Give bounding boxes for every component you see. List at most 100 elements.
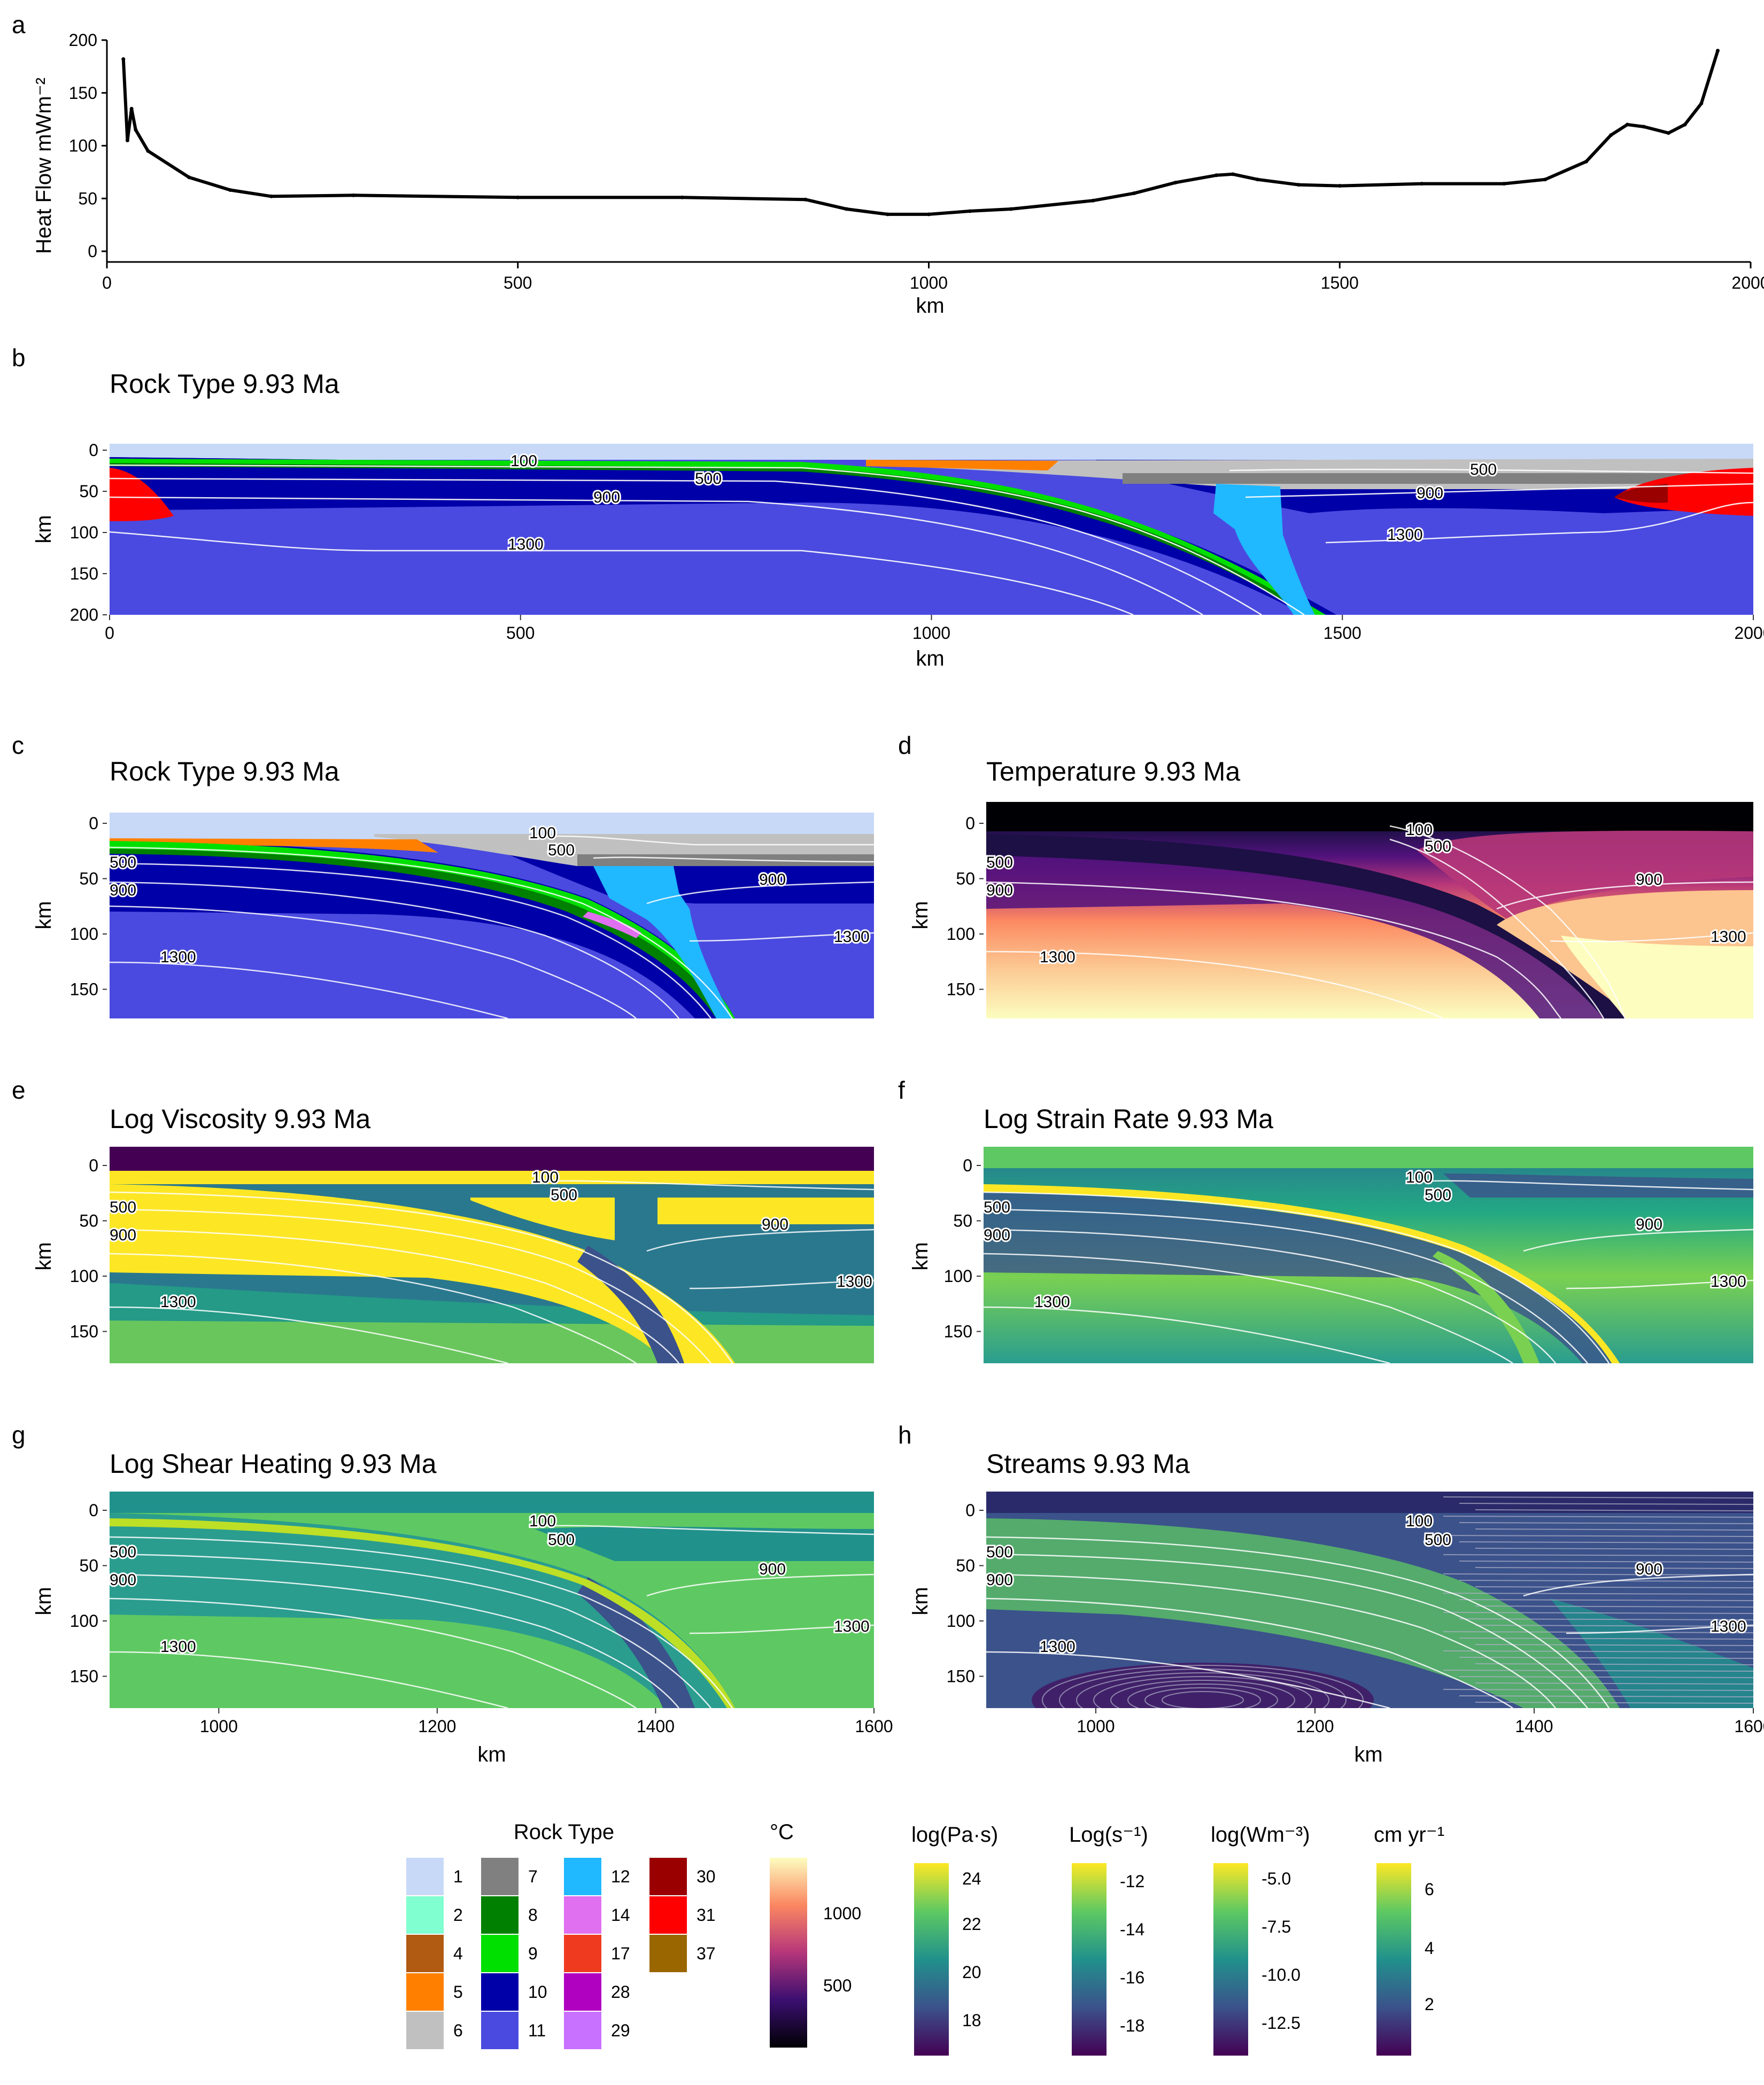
x-tick-label: 500 — [504, 273, 532, 292]
panel-label-d: d — [898, 731, 912, 759]
x-tick-label: 1000 — [910, 273, 948, 292]
heat-flow-point — [1609, 133, 1613, 137]
isotherm-label: 1300 — [1711, 1618, 1746, 1635]
legend-swatch — [649, 1858, 687, 1895]
panel-d: d Temperature 9.93 Ma 100 500 500 900 90… — [898, 731, 1753, 1018]
x-axis-label: km — [916, 294, 944, 318]
stream-line — [1475, 1702, 1753, 1704]
legend-label: 9 — [528, 1944, 538, 1963]
rock-type-section-b — [110, 444, 1753, 615]
panel-title-e: Log Viscosity 9.93 Ma — [110, 1104, 370, 1134]
stream-line — [1443, 1689, 1753, 1691]
y-tick-label: 150 — [947, 980, 975, 999]
panel-h: h Streams 9.93 Ma 100 500 500 900 900 13… — [898, 1421, 1764, 1766]
legend-label: 6 — [453, 2021, 463, 2040]
legend-item-rock-6: 6 — [406, 2012, 463, 2049]
isotherm-label: 100 — [532, 1169, 559, 1186]
y-tick-label: 100 — [947, 924, 975, 944]
stream-line — [1443, 1650, 1753, 1652]
legend-item-rock-1: 1 — [406, 1858, 463, 1895]
isotherm-label: 100 — [1406, 1512, 1433, 1530]
legend-swatch — [649, 1935, 687, 1972]
isotherm-label: 1300 — [834, 928, 870, 946]
stream-line — [1475, 1644, 1753, 1646]
legend-label: 10 — [528, 1982, 547, 2002]
viscosity-colorbar — [914, 1863, 949, 2056]
y-ticks: 0 50 100 150 — [70, 1156, 107, 1341]
y-ticks: 0 50 100 150 — [947, 1501, 984, 1686]
colorbar-tick: -10.0 — [1262, 1965, 1301, 1984]
stream-line — [1443, 1593, 1753, 1595]
legend-label: 2 — [453, 1905, 463, 1925]
heat-flow-point — [886, 212, 890, 217]
stream-line — [1443, 1516, 1753, 1518]
legend-item-rock-31: 31 — [649, 1896, 716, 1934]
y-tick-label: 100 — [70, 523, 98, 542]
panel-title-g: Log Shear Heating 9.93 Ma — [110, 1449, 437, 1479]
heat-flow-point — [1642, 125, 1646, 129]
heat-flow-point — [228, 188, 233, 192]
y-tick-label: 150 — [947, 1667, 975, 1686]
x-axis-label: km — [916, 647, 944, 670]
y-tick-label: 100 — [947, 1611, 975, 1631]
isotherm-label: 500 — [110, 1543, 136, 1561]
isotherm-label: 900 — [984, 1226, 1010, 1244]
isotherm-label: 100 — [529, 1512, 556, 1530]
legend-title-shear-heating: log(Wm⁻³) — [1211, 1823, 1310, 1847]
colorbar-tick: 1000 — [823, 1904, 861, 1923]
y-axis-label: km — [909, 1587, 932, 1615]
x-tick-label: 0 — [105, 623, 114, 643]
colorbar-tick: -16 — [1120, 1968, 1144, 1987]
legend-swatch — [406, 1858, 444, 1895]
isotherm-label: 100 — [529, 824, 556, 842]
legend-label: 5 — [453, 1982, 463, 2002]
isotherm-label: 500 — [1425, 838, 1451, 855]
stream-line — [1459, 1638, 1753, 1640]
y-ticks: 0 50 100 150 200 — [70, 441, 107, 624]
stream-line — [1475, 1586, 1753, 1588]
legend-item-rock-2: 2 — [406, 1896, 463, 1934]
isotherm-label: 1300 — [834, 1618, 870, 1635]
isotherm-label: 1300 — [1711, 928, 1746, 946]
legend-label: 14 — [611, 1905, 630, 1925]
legend-swatch — [406, 1973, 444, 2011]
legend-swatch — [481, 1896, 519, 1934]
panel-title-f: Log Strain Rate 9.93 Ma — [984, 1104, 1273, 1134]
panel-label-f: f — [898, 1076, 905, 1104]
heat-flow-point — [1173, 181, 1178, 185]
heat-flow-point — [1091, 198, 1095, 203]
heat-flow-point — [146, 149, 150, 153]
heat-flow-point — [1683, 122, 1687, 127]
legend-swatch — [406, 2012, 444, 2049]
heat-flow-point — [121, 57, 126, 61]
legend-item-rock-17: 17 — [564, 1935, 630, 1972]
legend-item-rock-28: 28 — [564, 1973, 630, 2011]
heat-flow-point — [1716, 49, 1720, 53]
legend-item-rock-4: 4 — [406, 1935, 463, 1972]
isotherm-label: 900 — [110, 1226, 136, 1244]
stream-line — [1459, 1676, 1753, 1678]
isotherm-label: 1300 — [508, 536, 544, 553]
x-axis-label: km — [477, 1743, 506, 1766]
legend-item-rock-29: 29 — [564, 2012, 630, 2049]
stream-line — [1459, 1541, 1753, 1543]
heat-flow-series-line — [121, 50, 1720, 216]
heat-flow-point — [1296, 183, 1301, 187]
stream-line — [1459, 1618, 1753, 1620]
panel-f: f Log Strain Rate 9.93 Ma 100 500 500 90… — [898, 1076, 1753, 1363]
y-ticks: 0 50 100 150 200 — [69, 30, 107, 261]
stream-line — [1459, 1503, 1753, 1505]
legend-item-rock-10: 10 — [481, 1973, 547, 2011]
heat-flow-point — [1625, 122, 1629, 127]
legend-label: 30 — [697, 1867, 716, 1886]
heat-flow-point — [1699, 102, 1704, 105]
y-axis-label: Heat Flow mWm⁻² — [32, 78, 56, 254]
legend-viscosity: log(Pa·s) 24 22 20 18 — [911, 1823, 998, 2056]
legend-label: 1 — [453, 1867, 463, 1886]
legend-item-rock-8: 8 — [481, 1896, 538, 1934]
isotherm-label: 1300 — [1034, 1293, 1070, 1311]
legend-temperature: °C 1000 500 — [770, 1820, 861, 2048]
panel-label-b: b — [12, 344, 26, 372]
isotherm-label: 1300 — [160, 1638, 196, 1656]
